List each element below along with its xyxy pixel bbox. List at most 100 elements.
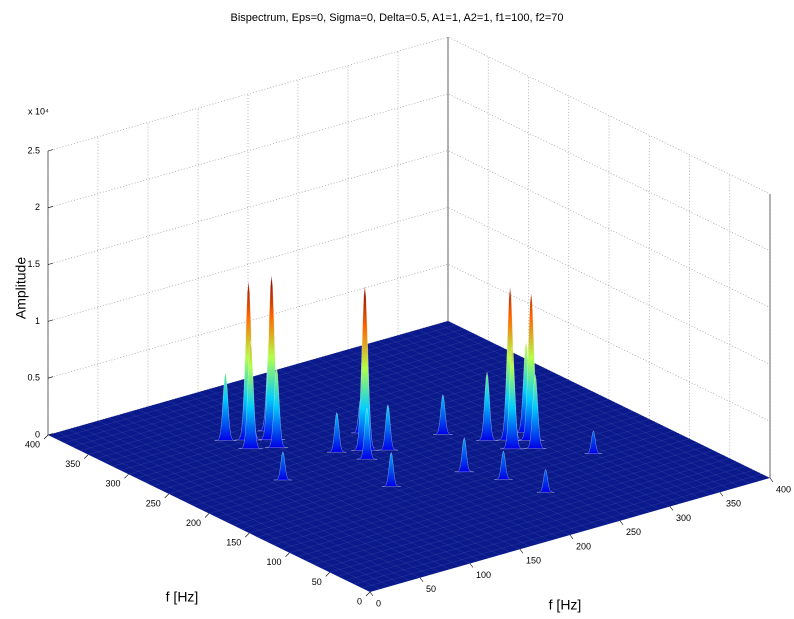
mesh-line — [157, 403, 481, 561]
surface-peak — [584, 430, 603, 454]
x-tick-label: 400 — [776, 484, 791, 494]
mesh-line — [297, 363, 621, 521]
mesh-line — [289, 438, 690, 553]
mesh-line — [427, 326, 751, 484]
mesh-line — [313, 450, 714, 565]
grid-line — [47, 320, 771, 479]
z-tick-label: 1 — [35, 316, 40, 326]
surface-peak — [238, 340, 263, 449]
mesh-line — [353, 469, 754, 585]
mesh-line — [407, 332, 731, 490]
surface-peak — [351, 285, 379, 451]
mesh-line — [137, 409, 461, 567]
mesh-line — [265, 426, 666, 542]
y-tick-label: 150 — [226, 538, 241, 548]
surface-peak — [235, 280, 262, 441]
x-tick — [469, 563, 474, 568]
z-tick-label: 0 — [35, 429, 40, 439]
mesh-line — [187, 394, 511, 553]
y-tick-label: 300 — [105, 479, 120, 489]
mesh-line — [67, 429, 391, 587]
z-tick — [47, 319, 54, 322]
mesh-line — [305, 446, 706, 561]
mesh-line — [77, 426, 401, 584]
surface-peak — [524, 374, 547, 449]
mesh-line — [361, 473, 763, 589]
mesh-line — [120, 356, 521, 471]
mesh-line — [107, 417, 431, 576]
y-tick — [365, 591, 371, 597]
mesh-line — [144, 367, 545, 483]
x-tick-label: 100 — [476, 570, 491, 580]
y-tick — [204, 513, 210, 518]
surface-peak — [500, 346, 525, 450]
mesh-line — [345, 465, 746, 581]
surface-peak — [265, 368, 288, 448]
mesh-line — [287, 366, 611, 524]
mesh-line — [321, 454, 722, 569]
mesh-line — [237, 380, 561, 539]
mesh-line — [88, 340, 489, 455]
y-tick-label: 400 — [25, 439, 40, 449]
surface-peak — [454, 437, 474, 473]
mesh-line — [397, 335, 721, 493]
mesh-line — [147, 406, 471, 564]
y-tick-label: 0 — [357, 596, 362, 606]
y-tick — [164, 493, 169, 499]
x-tick — [519, 549, 524, 554]
mesh-line — [87, 423, 411, 581]
mesh-line — [297, 442, 698, 557]
mesh-line — [117, 414, 441, 573]
grid-line — [47, 207, 771, 365]
surface-peak — [273, 451, 293, 481]
z-tick-label: 2.5 — [27, 145, 40, 155]
x-tick-label: 200 — [576, 541, 591, 551]
y-tick-label: 350 — [65, 459, 80, 469]
x-tick — [569, 534, 574, 540]
x-tick — [769, 477, 774, 483]
grid-line — [47, 263, 771, 422]
surface-floor — [48, 321, 770, 592]
surface-peak — [496, 286, 524, 441]
mesh-line — [281, 434, 682, 550]
surface-peak — [356, 407, 378, 460]
mesh-line — [257, 422, 658, 538]
mesh-line — [357, 346, 681, 504]
z-tick-label: 0.5 — [27, 373, 40, 383]
surface-peak — [327, 411, 347, 453]
mesh-line — [127, 411, 451, 570]
y-tick-label: 250 — [146, 498, 161, 508]
surface-peak — [476, 372, 498, 441]
mesh-line — [80, 336, 481, 451]
x-tick-label: 50 — [426, 584, 436, 594]
z-exponent: x 10⁴ — [28, 106, 49, 116]
mesh-line — [337, 462, 738, 577]
mesh-line — [225, 407, 626, 522]
y-tick — [285, 552, 290, 557]
mesh-line — [277, 369, 601, 527]
y-tick-label: 50 — [312, 577, 322, 587]
surface-peak — [517, 292, 545, 441]
mesh-line — [249, 418, 650, 534]
z-axis-label: Amplitude — [13, 257, 29, 319]
grid-line — [47, 150, 771, 308]
z-tick-label: 2 — [35, 202, 40, 212]
y-axis-label: f [Hz] — [166, 589, 199, 605]
y-tick — [124, 474, 129, 479]
mesh-line — [317, 357, 641, 516]
x-tick — [669, 506, 674, 511]
x-axis-label: f [Hz] — [549, 597, 582, 613]
mesh-line — [104, 348, 505, 463]
mesh-line — [329, 458, 730, 573]
mesh-line — [96, 344, 497, 459]
z-tick — [47, 376, 54, 379]
z-tick — [47, 262, 54, 265]
z-tick — [47, 433, 54, 436]
surface-peak — [433, 393, 453, 435]
mesh-line — [227, 383, 551, 541]
grid-line — [47, 93, 771, 252]
surface-peak — [214, 372, 237, 441]
mesh-line — [208, 399, 610, 514]
surface-peak — [377, 403, 398, 451]
